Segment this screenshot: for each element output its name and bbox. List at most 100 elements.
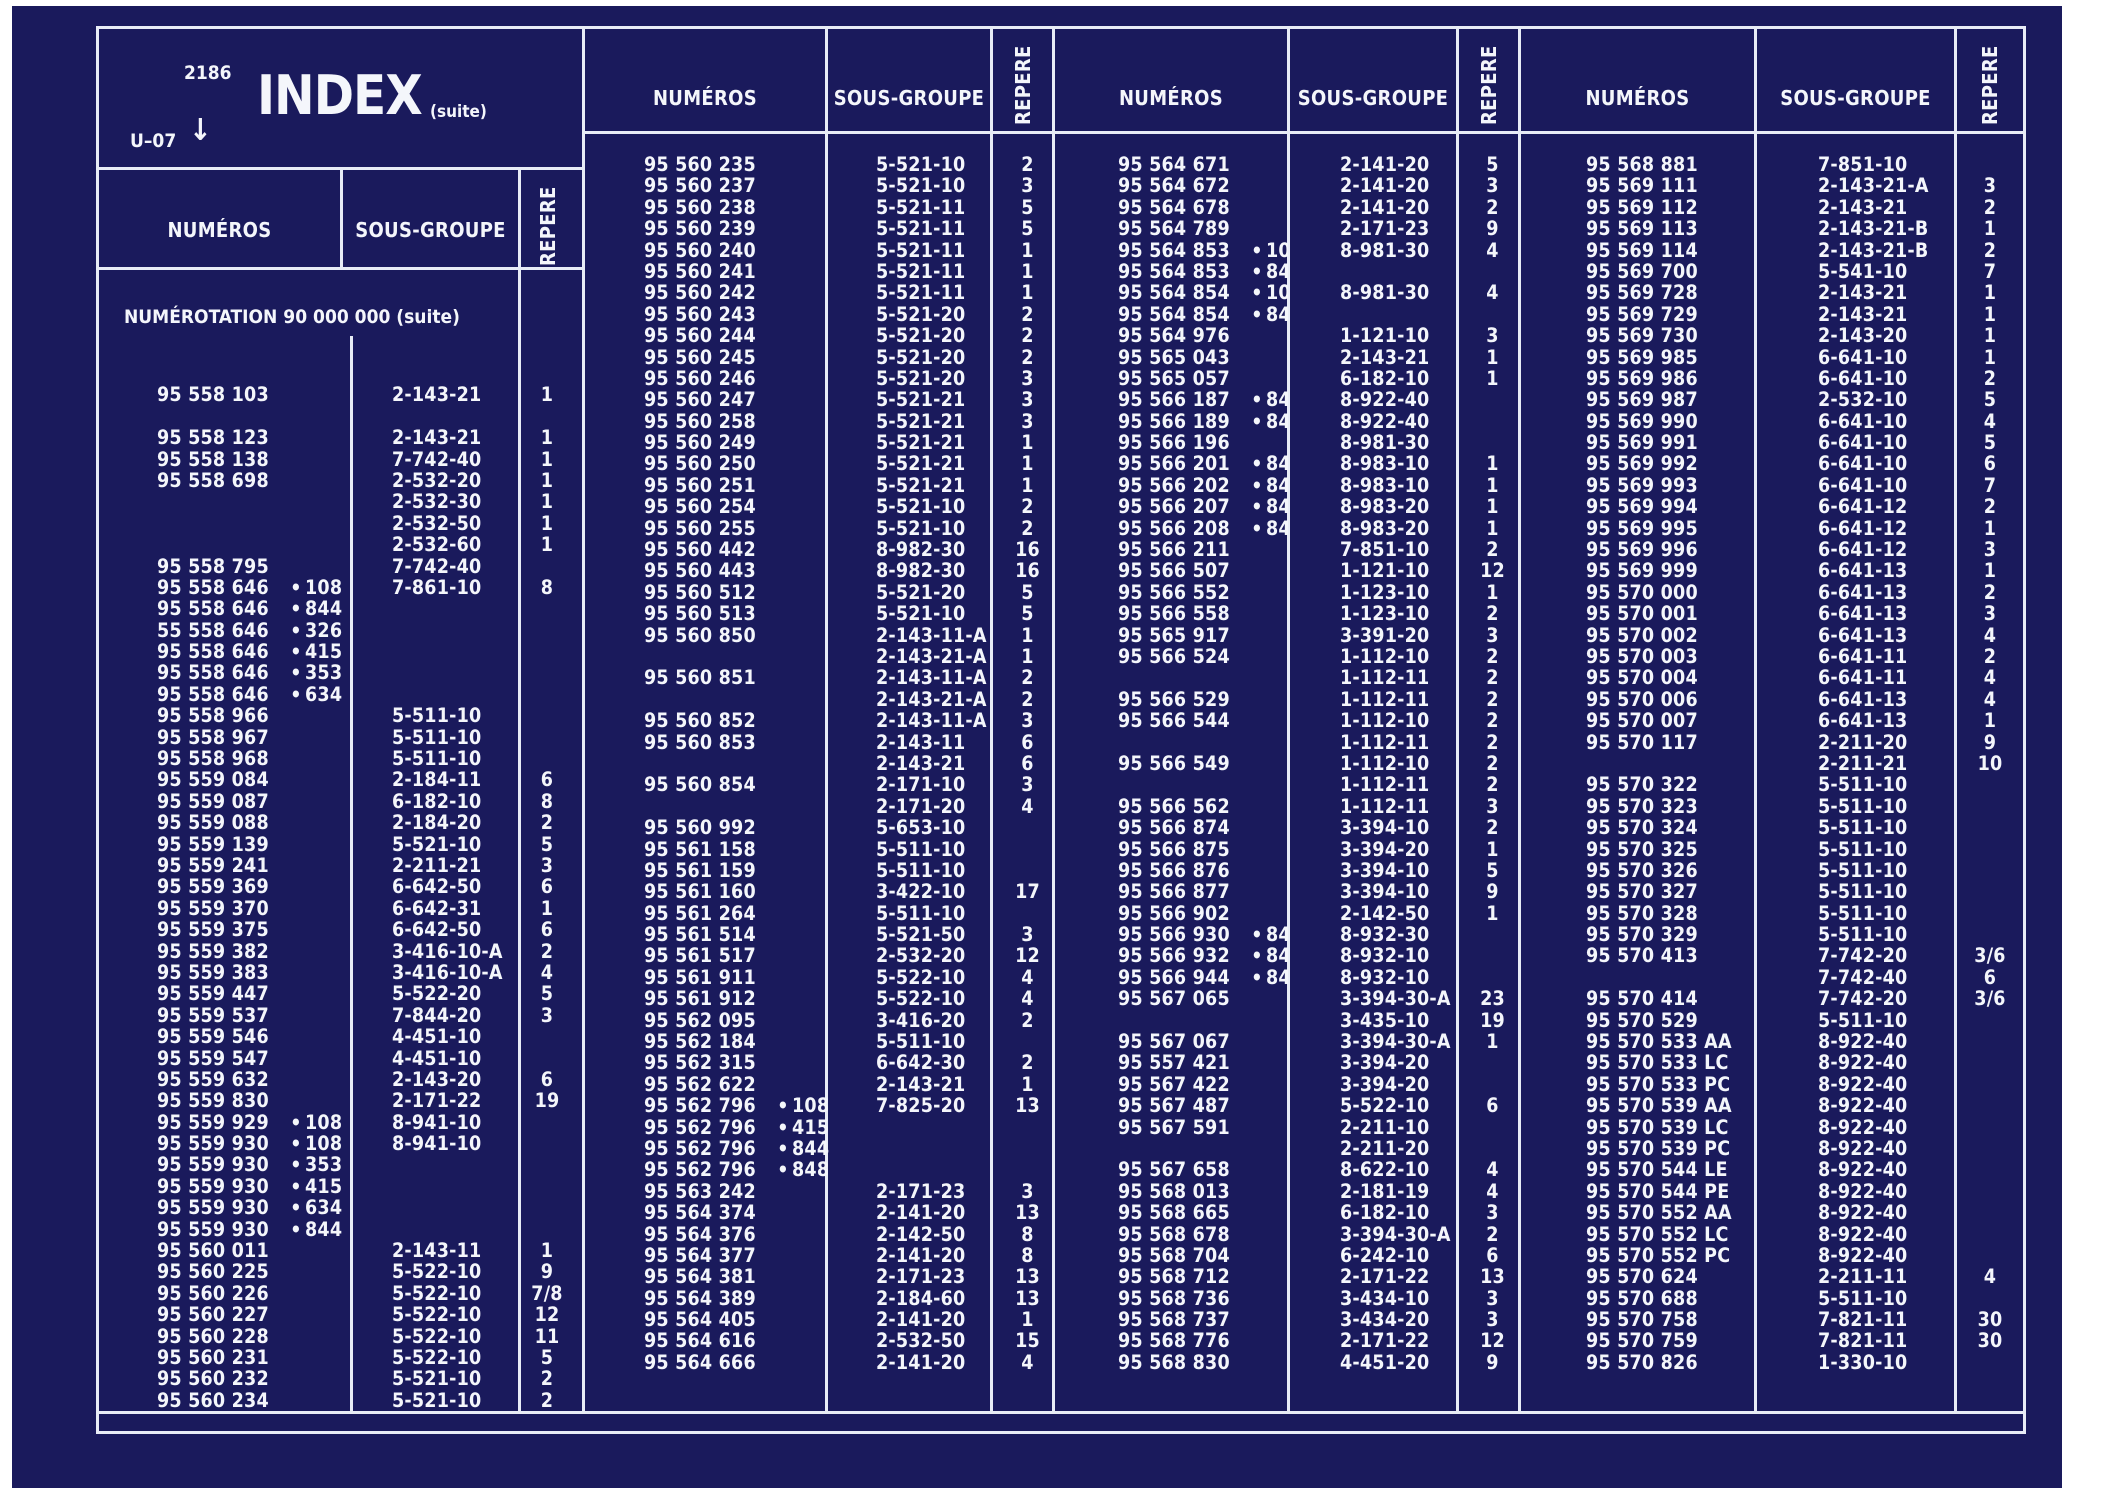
table-row: 95 567 487	[1118, 1095, 1288, 1116]
table-row: 95 559 930 • 634	[157, 1197, 362, 1218]
col-header-numeros: NUMÉROS	[167, 218, 272, 242]
part-number: 95 560 443	[644, 560, 756, 582]
repere-cell: 3	[1021, 924, 1034, 946]
sous-groupe-cell: 3-394-10	[1340, 817, 1430, 839]
part-number: 95 570 624	[1586, 1266, 1698, 1288]
table-row: 95 566 189 •844	[1118, 411, 1288, 432]
repere-cell: 9	[1486, 881, 1499, 903]
part-number: 55 558 646	[157, 619, 269, 642]
table-row: 95 569 990	[1586, 411, 1761, 432]
repere-cell: 5	[1021, 603, 1034, 625]
part-number: 95 570 533 AA	[1586, 1031, 1732, 1053]
repere-cell: 3	[1021, 774, 1034, 796]
table-row: 95 570 624	[1586, 1266, 1761, 1287]
part-number: 95 570 552 AA	[1586, 1202, 1732, 1224]
part-number: 95 564 374	[644, 1202, 756, 1224]
table-row: 95 568 737	[1118, 1309, 1288, 1330]
table-row: 95 564 374	[644, 1202, 829, 1223]
repere-cell: 8	[540, 576, 554, 599]
sous-groupe-cell	[392, 641, 512, 662]
repere-cell: 13	[1015, 1095, 1040, 1117]
table-row: 95 560 237	[644, 175, 829, 196]
col-header-sous-groupe-4: SOUS-GROUPE	[1780, 86, 1931, 110]
table-row: 95 570 001	[1586, 603, 1761, 624]
repere-cell: 4	[1983, 1266, 1997, 1288]
asterisk-icon: •	[290, 1133, 302, 1155]
table-row: 95 569 729	[1586, 304, 1761, 325]
sous-groupe-cell: 2-141-20	[1340, 196, 1430, 219]
part-number: 95 560 246	[644, 367, 756, 390]
part-number: 95 566 189	[1118, 410, 1230, 433]
sous-groupe-cell: 6-641-10	[1818, 410, 1908, 433]
table-row: 95 566 874	[1118, 817, 1288, 838]
col1-repere-list: 1 1 1 1 1 1 1 8 6 8 2 5 3 6 1 6 2 4 5 3 6 19 1 9 7/8 12 11 5 2 2	[522, 363, 572, 1411]
sous-groupe-cell: 6-641-10	[1818, 432, 1908, 454]
sous-groupe-cell: 2-184-20	[392, 812, 482, 834]
sous-groupe-cell: 5-511-10	[1818, 838, 1908, 860]
part-number: 95 560 251	[644, 474, 756, 497]
part-number: 95 570 552 PC	[1586, 1244, 1731, 1267]
part-number: 95 566 552	[1118, 581, 1230, 604]
table-row: 95 560 235	[644, 154, 829, 175]
repere-cell: 7/8	[531, 1282, 563, 1305]
repere-cell: 1	[1486, 838, 1499, 860]
table-row	[644, 753, 829, 774]
sous-groupe-cell: 1-112-11	[1340, 688, 1430, 711]
table-row: 95 566 558	[1118, 603, 1288, 624]
asterisk-icon: •	[290, 1175, 302, 1198]
repere-cell: 4	[1021, 988, 1034, 1010]
sous-groupe-cell: 8-922-40	[1818, 1202, 1908, 1224]
part-number: 95 570 117	[1586, 731, 1698, 753]
col3-numeros-list: 95 564 671 95 564 672 95 564 678 95 564 789…	[1118, 154, 1288, 1373]
part-number: 95 570 826	[1586, 1351, 1698, 1374]
sous-groupe-cell: 6-641-13	[1818, 560, 1908, 582]
sous-groupe-cell: 2-143-11-A	[876, 667, 987, 689]
part-number: 95 559 088	[157, 812, 269, 834]
sous-groupe-cell: 2-143-21-B	[1818, 218, 1929, 240]
asterisk-icon: •	[1251, 474, 1263, 497]
repere-cell	[1960, 1052, 2020, 1073]
table-row: 95 570 533 LC	[1586, 1052, 1761, 1073]
sous-groupe-cell: 2-184-60	[876, 1287, 966, 1310]
repere-cell: 13	[1015, 1202, 1040, 1224]
variant-code: 844	[1266, 260, 1288, 283]
part-number: 95 565 043	[1118, 346, 1230, 368]
table-row: 95 564 853 •108	[1118, 240, 1288, 261]
asterisk-icon: •	[1251, 924, 1263, 946]
sous-groupe-cell: 6-641-10	[1818, 474, 1908, 497]
sous-groupe-cell: 2-171-10	[876, 774, 966, 796]
variant-code: 844	[1266, 924, 1288, 946]
sous-groupe-cell: 2-143-21	[876, 752, 966, 775]
sous-groupe-cell: 4-451-10	[392, 1026, 482, 1048]
asterisk-icon: •	[290, 1111, 302, 1134]
col-header-repere: REPERE	[536, 186, 560, 266]
repere-cell	[1005, 860, 1050, 881]
repere-cell: 2	[1021, 325, 1034, 347]
sous-groupe-cell: 5-511-10	[392, 705, 482, 727]
repere-cell	[1960, 1352, 2020, 1373]
repere-cell: 1	[1021, 282, 1034, 304]
repere-cell	[1960, 1245, 2020, 1266]
table-row: 95 559 241	[157, 855, 362, 876]
table-row: 95 564 789	[1118, 218, 1288, 239]
table-row: 95 570 544 PE	[1586, 1181, 1761, 1202]
sous-groupe-cell: 5-521-11	[876, 260, 966, 283]
repere-cell: 4	[1983, 624, 1997, 646]
table-row	[157, 534, 362, 555]
repere-cell	[1960, 1202, 2020, 1223]
repere-cell: 1	[1021, 1073, 1034, 1096]
repere-cell	[1960, 1010, 2020, 1031]
sous-groupe-cell: 2-184-11	[392, 769, 482, 791]
repere-cell	[522, 598, 572, 619]
sous-groupe-cell: 2-211-21	[1818, 752, 1908, 775]
repere-cell: 7	[1983, 474, 1997, 497]
table-row: 95 560 246	[644, 368, 829, 389]
table-row: 95 562 622	[644, 1074, 829, 1095]
section-code: U–07	[130, 130, 177, 152]
asterisk-icon: •	[1251, 239, 1263, 261]
part-number: 95 567 658	[1118, 1159, 1230, 1181]
asterisk-icon: •	[777, 1159, 789, 1181]
table-row	[644, 796, 829, 817]
sous-groupe-cell: 5-522-10	[876, 988, 966, 1010]
asterisk-icon: •	[290, 1154, 302, 1176]
